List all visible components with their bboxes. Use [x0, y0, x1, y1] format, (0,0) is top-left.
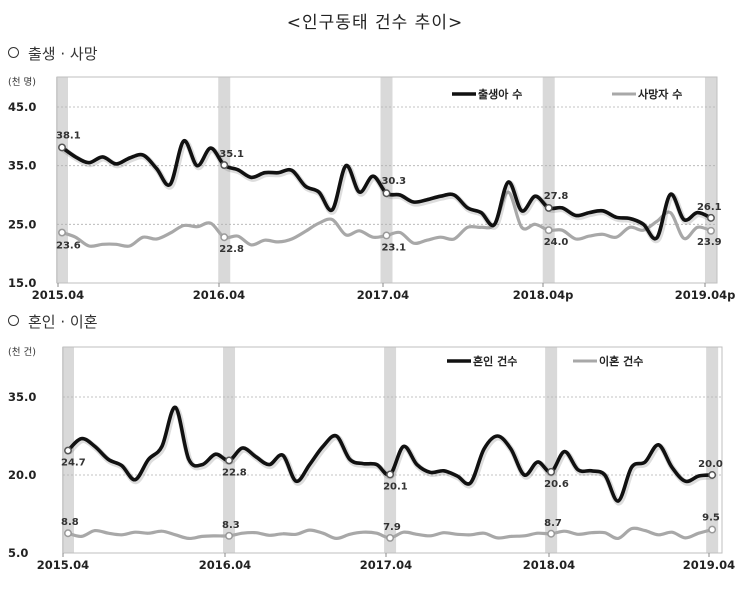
highlight-band	[223, 347, 236, 553]
x-tick-label: 2019.04p	[675, 288, 736, 302]
data-label: 30.3	[381, 176, 406, 187]
highlight-band	[218, 77, 231, 283]
data-point-marker	[58, 143, 66, 152]
data-point-marker	[220, 161, 229, 170]
section-label: 출생 · 사망	[28, 45, 98, 63]
data-point-marker	[386, 470, 395, 479]
plot-frame	[56, 76, 718, 284]
data-label: 24.0	[544, 237, 569, 248]
data-point-marker	[386, 533, 395, 542]
data-label: 22.8	[222, 467, 247, 478]
highlight-band	[706, 347, 719, 553]
highlight-band	[545, 347, 558, 553]
data-label: 8.8	[61, 517, 79, 528]
y-tick-label: 35.0	[8, 159, 36, 173]
y-tick-label: 35.0	[8, 390, 36, 404]
page-title: <인구동태 건수 추이>	[286, 13, 464, 33]
data-label: 35.1	[219, 149, 244, 160]
data-label: 8.7	[544, 518, 562, 529]
x-tick-label: 2018.04	[523, 558, 575, 572]
data-point-marker	[544, 226, 553, 235]
data-point-marker	[708, 471, 717, 479]
data-label: 8.3	[222, 520, 240, 531]
plot-frame	[62, 346, 723, 554]
data-label: 22.8	[219, 244, 244, 255]
data-label: 23.9	[697, 237, 722, 248]
y-axis-unit-label: (천 건)	[8, 347, 36, 358]
data-point-marker	[544, 203, 553, 212]
data-label: 23.1	[381, 242, 406, 253]
y-tick-label: 5.0	[8, 546, 28, 560]
data-point-marker	[708, 525, 717, 534]
data-point-marker	[547, 467, 556, 476]
data-label: 20.0	[698, 459, 723, 470]
data-point-marker	[707, 213, 715, 222]
x-tick-label: 2017.04	[357, 288, 409, 302]
data-label: 27.8	[544, 191, 569, 202]
highlight-band	[380, 77, 393, 283]
data-label: 9.5	[702, 513, 720, 524]
y-axis-unit-label: (천 명)	[8, 77, 36, 88]
data-point-marker	[225, 456, 233, 465]
x-tick-label: 2018.04p	[513, 288, 574, 302]
y-tick-label: 25.0	[8, 217, 36, 231]
legend-label-secondary: 이혼 건수	[599, 354, 643, 368]
legend-label-primary: 혼인 건수	[473, 354, 517, 368]
y-tick-label: 15.0	[8, 276, 36, 290]
x-tick-label: 2015.04	[37, 558, 89, 572]
section-heading-marriages-divorces: 혼인 · 이혼	[8, 311, 98, 332]
highlight-band	[384, 347, 397, 553]
x-tick-label: 2015.04	[32, 288, 84, 302]
section-heading-births-deaths: 출생 · 사망	[8, 43, 98, 64]
x-tick-label: 2017.04	[360, 558, 412, 572]
legend-label-secondary: 사망자 수	[638, 87, 682, 101]
legend-label-primary: 출생아 수	[478, 87, 522, 101]
data-point-marker	[58, 228, 66, 237]
data-point-marker	[64, 446, 72, 455]
y-tick-label: 45.0	[8, 100, 36, 114]
data-point-marker	[225, 531, 233, 540]
x-tick-label: 2016.04	[193, 288, 245, 302]
data-point-marker	[64, 529, 72, 538]
data-label: 24.7	[61, 458, 86, 469]
data-point-marker	[382, 189, 391, 198]
x-tick-label: 2016.04	[199, 558, 251, 572]
circle-bullet-icon	[8, 47, 19, 58]
data-point-marker	[547, 529, 556, 538]
data-label: 7.9	[383, 522, 401, 533]
data-point-marker	[707, 226, 715, 235]
y-tick-label: 20.0	[8, 468, 36, 482]
data-label: 38.1	[56, 130, 81, 141]
data-label: 20.1	[383, 481, 408, 492]
section-label: 혼인 · 이혼	[28, 313, 98, 331]
data-point-marker	[382, 231, 391, 240]
data-label: 26.1	[697, 202, 722, 213]
data-label: 20.6	[544, 479, 569, 490]
circle-bullet-icon	[8, 315, 19, 326]
x-tick-label: 2019.04	[683, 558, 735, 572]
data-label: 23.6	[56, 241, 81, 252]
data-point-marker	[220, 233, 229, 242]
